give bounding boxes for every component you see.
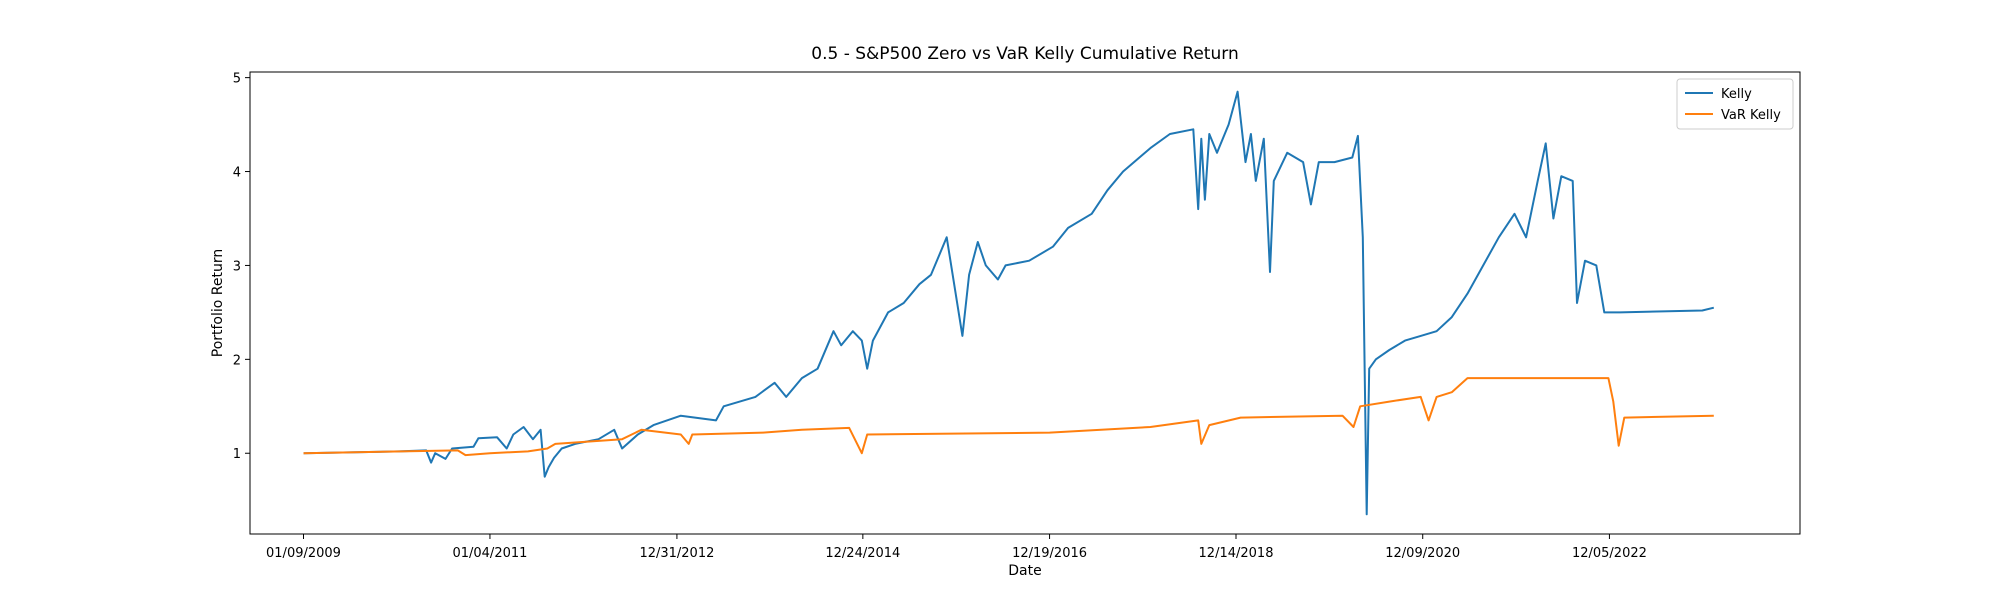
series-line-var-kelly bbox=[303, 377, 1714, 457]
legend: Kelly VaR Kelly bbox=[1676, 78, 1794, 130]
y-tick-label: 4 bbox=[233, 166, 241, 181]
x-axis-label: Date bbox=[1008, 563, 1041, 579]
legend-entry: VaR Kelly bbox=[1721, 108, 1781, 123]
x-tick-label: 12/05/2022 bbox=[1572, 546, 1647, 561]
series-line-kelly bbox=[303, 90, 1715, 516]
x-tick-label: 12/09/2020 bbox=[1385, 546, 1460, 561]
y-tick-label: 3 bbox=[233, 259, 241, 274]
x-tick-label: 01/04/2011 bbox=[452, 546, 527, 561]
x-tick-label: 01/09/2009 bbox=[266, 546, 341, 561]
x-axis-ticks: 01/09/2009 01/04/2011 12/31/2012 12/24/2014… bbox=[266, 534, 1647, 561]
x-tick-label: 12/19/2016 bbox=[1012, 546, 1087, 561]
x-tick-label: 12/31/2012 bbox=[639, 546, 714, 561]
y-tick-label: 5 bbox=[233, 72, 241, 87]
legend-box bbox=[1676, 78, 1794, 130]
legend-entry: Kelly bbox=[1721, 87, 1752, 102]
x-tick-label: 12/14/2018 bbox=[1199, 546, 1274, 561]
series-layer bbox=[303, 90, 1715, 516]
x-tick-label: 12/24/2014 bbox=[825, 546, 900, 561]
plot-area-frame bbox=[249, 71, 1801, 535]
y-axis-ticks: 1 2 3 4 5 bbox=[233, 72, 250, 462]
y-axis-label: Portfolio Return bbox=[210, 249, 226, 358]
y-tick-label: 1 bbox=[233, 447, 241, 462]
chart-title: 0.5 - S&P500 Zero vs VaR Kelly Cumulativ… bbox=[811, 44, 1238, 64]
y-tick-label: 2 bbox=[233, 353, 241, 368]
